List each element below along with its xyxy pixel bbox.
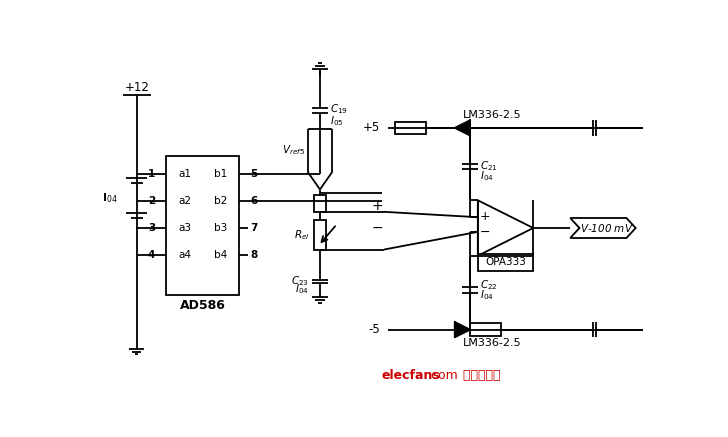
Text: $I_{04}$: $I_{04}$ <box>480 169 494 183</box>
Text: 8: 8 <box>250 250 257 260</box>
Bar <box>478 254 533 271</box>
Text: OPA333: OPA333 <box>485 257 526 267</box>
Text: b2: b2 <box>214 196 227 206</box>
Text: elecfans: elecfans <box>381 369 440 382</box>
Bar <box>314 195 326 212</box>
Text: a2: a2 <box>178 196 191 206</box>
Text: LM336-2.5: LM336-2.5 <box>462 338 521 348</box>
Text: −: − <box>480 225 490 239</box>
Text: $C_{21}$: $C_{21}$ <box>480 159 498 173</box>
Text: -5: -5 <box>368 323 380 336</box>
Text: AD586: AD586 <box>180 299 226 312</box>
Text: 6: 6 <box>250 196 257 206</box>
Bar <box>166 156 239 295</box>
Text: $C_{23}$: $C_{23}$ <box>291 274 309 288</box>
Text: +: + <box>480 210 490 223</box>
Text: 4: 4 <box>148 250 155 260</box>
Text: 7: 7 <box>250 223 257 233</box>
Text: 5: 5 <box>250 169 257 179</box>
Text: a1: a1 <box>178 169 191 179</box>
Text: $I_{05}$: $I_{05}$ <box>330 114 344 128</box>
Text: −: − <box>372 221 384 235</box>
Text: b4: b4 <box>214 250 227 260</box>
Polygon shape <box>455 322 470 337</box>
Text: 3: 3 <box>148 223 155 233</box>
Text: 电子发烧友: 电子发烧友 <box>459 369 500 382</box>
Polygon shape <box>478 200 533 256</box>
Text: .com: .com <box>428 369 459 382</box>
Text: a3: a3 <box>178 223 191 233</box>
Bar <box>395 122 426 134</box>
Text: $I_{04}$: $I_{04}$ <box>480 288 494 302</box>
Text: 1: 1 <box>148 169 155 179</box>
Text: +12: +12 <box>124 80 149 94</box>
Polygon shape <box>455 120 470 135</box>
Text: $R_{el}$: $R_{el}$ <box>293 228 309 242</box>
Text: $I_{04}$: $I_{04}$ <box>296 282 309 296</box>
Text: $\mathbf{I}_{04}$: $\mathbf{I}_{04}$ <box>102 191 117 205</box>
Text: $C_{19}$: $C_{19}$ <box>330 103 348 116</box>
Text: b3: b3 <box>214 223 227 233</box>
Text: a4: a4 <box>178 250 191 260</box>
Bar <box>314 220 326 250</box>
Text: $V_{ref5}$: $V_{ref5}$ <box>282 143 304 157</box>
Polygon shape <box>570 218 636 238</box>
Text: +: + <box>372 199 384 213</box>
Text: $C_{22}$: $C_{22}$ <box>480 278 498 292</box>
Text: $V$-100 mV: $V$-100 mV <box>579 222 633 234</box>
Text: b1: b1 <box>214 169 227 179</box>
Text: +5: +5 <box>363 121 380 135</box>
Text: 2: 2 <box>148 196 155 206</box>
Bar <box>470 323 501 336</box>
Text: LM336-2.5: LM336-2.5 <box>462 110 521 120</box>
